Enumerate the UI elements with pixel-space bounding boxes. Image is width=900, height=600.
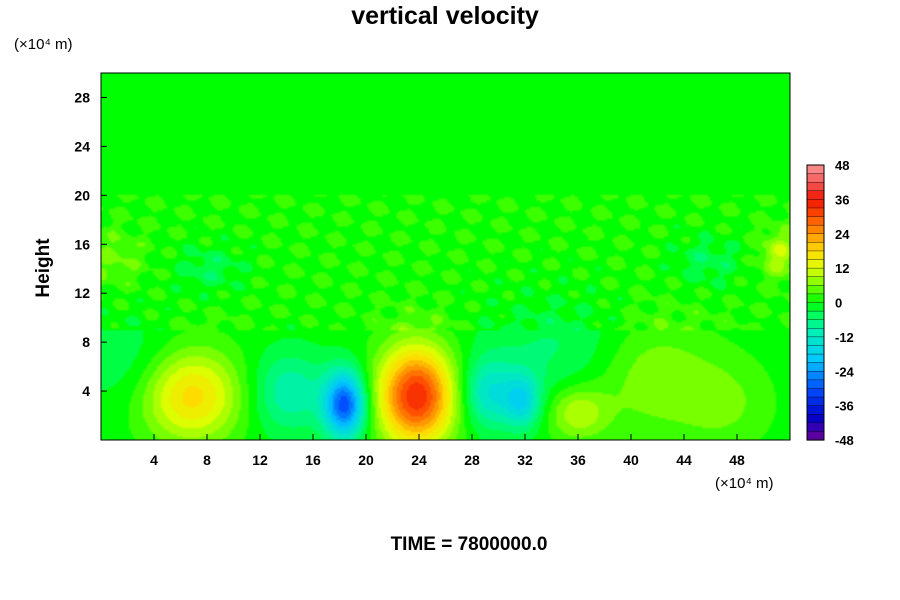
x-tick-label: 48 bbox=[729, 452, 745, 468]
y-axis-ticks: 4 8 12 16 20 24 28 bbox=[74, 89, 107, 399]
colorbar-band bbox=[806, 207, 825, 218]
colorbar-tick-label: -12 bbox=[835, 330, 854, 345]
colorbar-band bbox=[806, 319, 825, 329]
colorbar-band bbox=[806, 173, 825, 183]
colorbar-band bbox=[806, 353, 825, 364]
colorbar-tick-label: -36 bbox=[835, 399, 854, 414]
x-axis-ticks: 4 8 12 16 20 24 28 32 36 40 44 48 bbox=[150, 434, 745, 468]
colorbar: 48 36 24 12 0 -12 -24 -36 -48 bbox=[806, 158, 855, 448]
y-tick-label: 20 bbox=[74, 187, 90, 203]
colorbar-band bbox=[806, 267, 825, 278]
colorbar-band bbox=[806, 405, 825, 415]
x-tick-label: 36 bbox=[570, 452, 586, 468]
x-tick-label: 12 bbox=[252, 452, 268, 468]
x-tick-label: 16 bbox=[305, 452, 321, 468]
colorbar-tick-label: -48 bbox=[835, 433, 854, 448]
colorbar-band bbox=[806, 199, 825, 209]
y-tick-label: 28 bbox=[74, 89, 90, 105]
plot-frame bbox=[100, 72, 791, 441]
x-tick-label: 32 bbox=[517, 452, 533, 468]
x-tick-label: 4 bbox=[150, 452, 158, 468]
colorbar-band bbox=[806, 388, 825, 398]
time-footer: TIME = 7800000.0 bbox=[391, 534, 548, 555]
colorbar-band bbox=[806, 362, 825, 372]
y-tick-label: 8 bbox=[82, 334, 90, 350]
colorbar-band bbox=[806, 345, 825, 355]
y-tick-label: 24 bbox=[74, 138, 90, 154]
colorbar-band bbox=[806, 293, 825, 304]
colorbar-band bbox=[806, 285, 825, 295]
colorbar-tick-label: 12 bbox=[835, 261, 849, 276]
colorbar-frame bbox=[806, 164, 825, 441]
x-tick-label: 20 bbox=[358, 452, 374, 468]
chart-title: vertical velocity bbox=[351, 2, 539, 30]
contour-field bbox=[101, 73, 790, 440]
x-unit-label: (×10⁴ m) bbox=[715, 475, 774, 492]
colorbar-band bbox=[806, 259, 825, 269]
colorbar-bands bbox=[806, 164, 825, 441]
colorbar-band bbox=[806, 396, 825, 407]
colorbar-band bbox=[806, 328, 825, 338]
colorbar-band bbox=[806, 233, 825, 243]
x-tick-label: 40 bbox=[623, 452, 639, 468]
colorbar-band bbox=[806, 336, 825, 347]
colorbar-tick-label: 36 bbox=[835, 192, 849, 207]
colorbar-band bbox=[806, 310, 825, 321]
colorbar-band bbox=[806, 302, 825, 312]
colorbar-tick-label: -24 bbox=[835, 364, 855, 379]
x-tick-label: 28 bbox=[464, 452, 480, 468]
colorbar-band bbox=[806, 242, 825, 252]
colorbar-band bbox=[806, 181, 825, 192]
colorbar-band bbox=[806, 164, 825, 175]
y-axis-label: Height bbox=[33, 238, 54, 298]
colorbar-band bbox=[806, 431, 825, 441]
colorbar-band bbox=[806, 414, 825, 424]
colorbar-band bbox=[806, 216, 825, 226]
colorbar-band bbox=[806, 422, 825, 433]
y-unit-label: (×10⁴ m) bbox=[14, 36, 73, 53]
contour-field-image bbox=[101, 73, 790, 440]
colorbar-band bbox=[806, 250, 825, 261]
x-tick-label: 8 bbox=[203, 452, 211, 468]
x-tick-label: 44 bbox=[676, 452, 692, 468]
colorbar-ticks: 48 36 24 12 0 -12 -24 -36 -48 bbox=[835, 158, 855, 448]
x-tick-label: 24 bbox=[411, 452, 427, 468]
colorbar-tick-label: 48 bbox=[835, 158, 849, 173]
colorbar-tick-label: 24 bbox=[835, 227, 850, 242]
y-tick-label: 16 bbox=[74, 236, 90, 252]
colorbar-band bbox=[806, 276, 825, 286]
colorbar-tick-label: 0 bbox=[835, 296, 842, 311]
y-tick-label: 4 bbox=[82, 383, 90, 399]
colorbar-band bbox=[806, 190, 825, 200]
colorbar-band bbox=[806, 379, 825, 390]
y-tick-label: 12 bbox=[74, 285, 90, 301]
colorbar-band bbox=[806, 224, 825, 235]
colorbar-band bbox=[806, 371, 825, 381]
